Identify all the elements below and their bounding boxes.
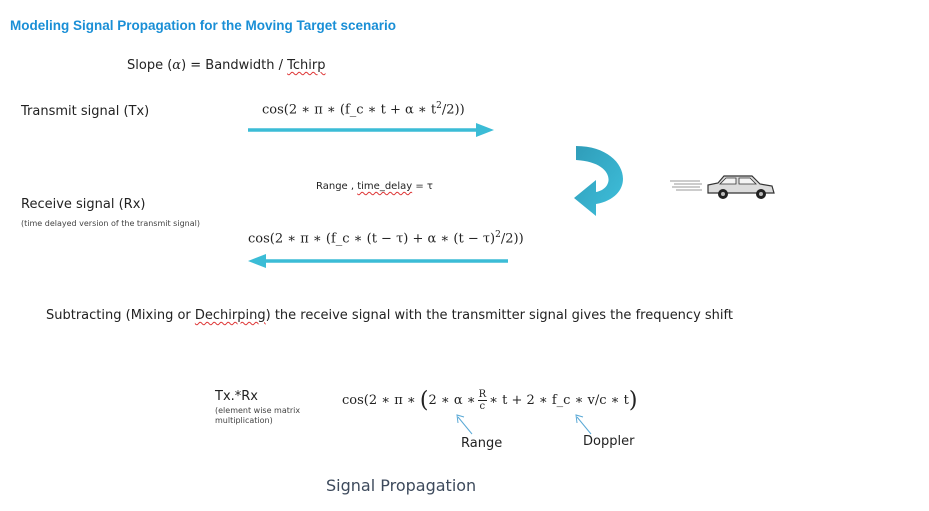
- doppler-pointer-icon: [575, 414, 592, 435]
- subtract-prefix: Subtracting (Mixing or: [46, 308, 195, 323]
- time-delay-word: time_delay: [357, 181, 413, 192]
- rx-arrow-icon: [248, 254, 508, 268]
- mix-formula-doppler: ∗ t + 2 ∗ f_c ∗ v/c ∗ t: [489, 393, 629, 408]
- fraction-denominator: c: [479, 401, 486, 412]
- mix-formula-alpha: 2 ∗ α ∗: [428, 393, 476, 408]
- mix-sublabel-line-2: multiplication): [215, 416, 273, 425]
- range-pointer-icon: [456, 414, 473, 435]
- dechirping-word: Dechirping: [194, 308, 266, 323]
- mix-paren-open: (: [419, 388, 429, 413]
- fraction-numerator: R: [477, 389, 488, 401]
- mix-sublabel-line-1: (element wise matrix: [215, 406, 301, 415]
- subtract-suffix: ) the receive signal with the transmitte…: [265, 308, 733, 323]
- rx-sublabel: (time delayed version of the transmit si…: [21, 219, 200, 228]
- tx-label: Transmit signal (Tx): [21, 104, 150, 119]
- curved-arrow-icon: [574, 146, 623, 216]
- tx-formula-main: cos(2 ∗ π ∗ (f_c ∗ t + α ∗ t: [262, 102, 437, 118]
- slope-tchirp: Tchirp: [287, 58, 326, 73]
- slope-prefix: Slope (: [127, 58, 173, 73]
- tx-formula-exponent: 2: [436, 101, 442, 111]
- range-annotation: Range: [461, 436, 503, 451]
- subtracting-sentence: Subtracting (Mixing or Dechirping) the r…: [46, 308, 733, 323]
- page-title: Modeling Signal Propagation for the Movi…: [10, 18, 397, 33]
- slope-suffix: ) = Bandwidth /: [181, 58, 288, 73]
- rx-formula: cos(2 ∗ π ∗ (f_c ∗ (t − τ) + α ∗ (t − τ)…: [248, 230, 524, 246]
- rx-formula-exponent: 2: [495, 230, 501, 240]
- tau-suffix: = τ: [412, 181, 433, 192]
- rx-formula-tail: /2)): [500, 231, 524, 247]
- rx-formula-main: cos(2 ∗ π ∗ (f_c ∗ (t − τ) + α ∗ (t − τ): [248, 231, 496, 247]
- mix-paren-close: ): [628, 388, 638, 413]
- range-time-delay: Range , time_delay = τ: [316, 181, 433, 192]
- tx-arrow-icon: [248, 123, 494, 137]
- doppler-annotation: Doppler: [583, 434, 635, 449]
- tx-formula-tail: /2)): [441, 102, 465, 118]
- tx-formula: cos(2 ∗ π ∗ (f_c ∗ t + α ∗ t2/2)): [262, 101, 465, 117]
- car-icon: [670, 175, 775, 199]
- slope-definition: Slope (α) = Bandwidth / Tchirp: [127, 58, 325, 73]
- annotation-arrows: [456, 414, 592, 435]
- range-prefix: Range ,: [316, 181, 358, 192]
- caption: Signal Propagation: [326, 476, 477, 495]
- mix-formula-main: cos(2 ∗ π ∗: [342, 393, 420, 408]
- slope-alpha: α: [172, 58, 182, 73]
- mix-label: Tx.*Rx: [215, 389, 258, 404]
- rx-label: Receive signal (Rx): [21, 197, 146, 212]
